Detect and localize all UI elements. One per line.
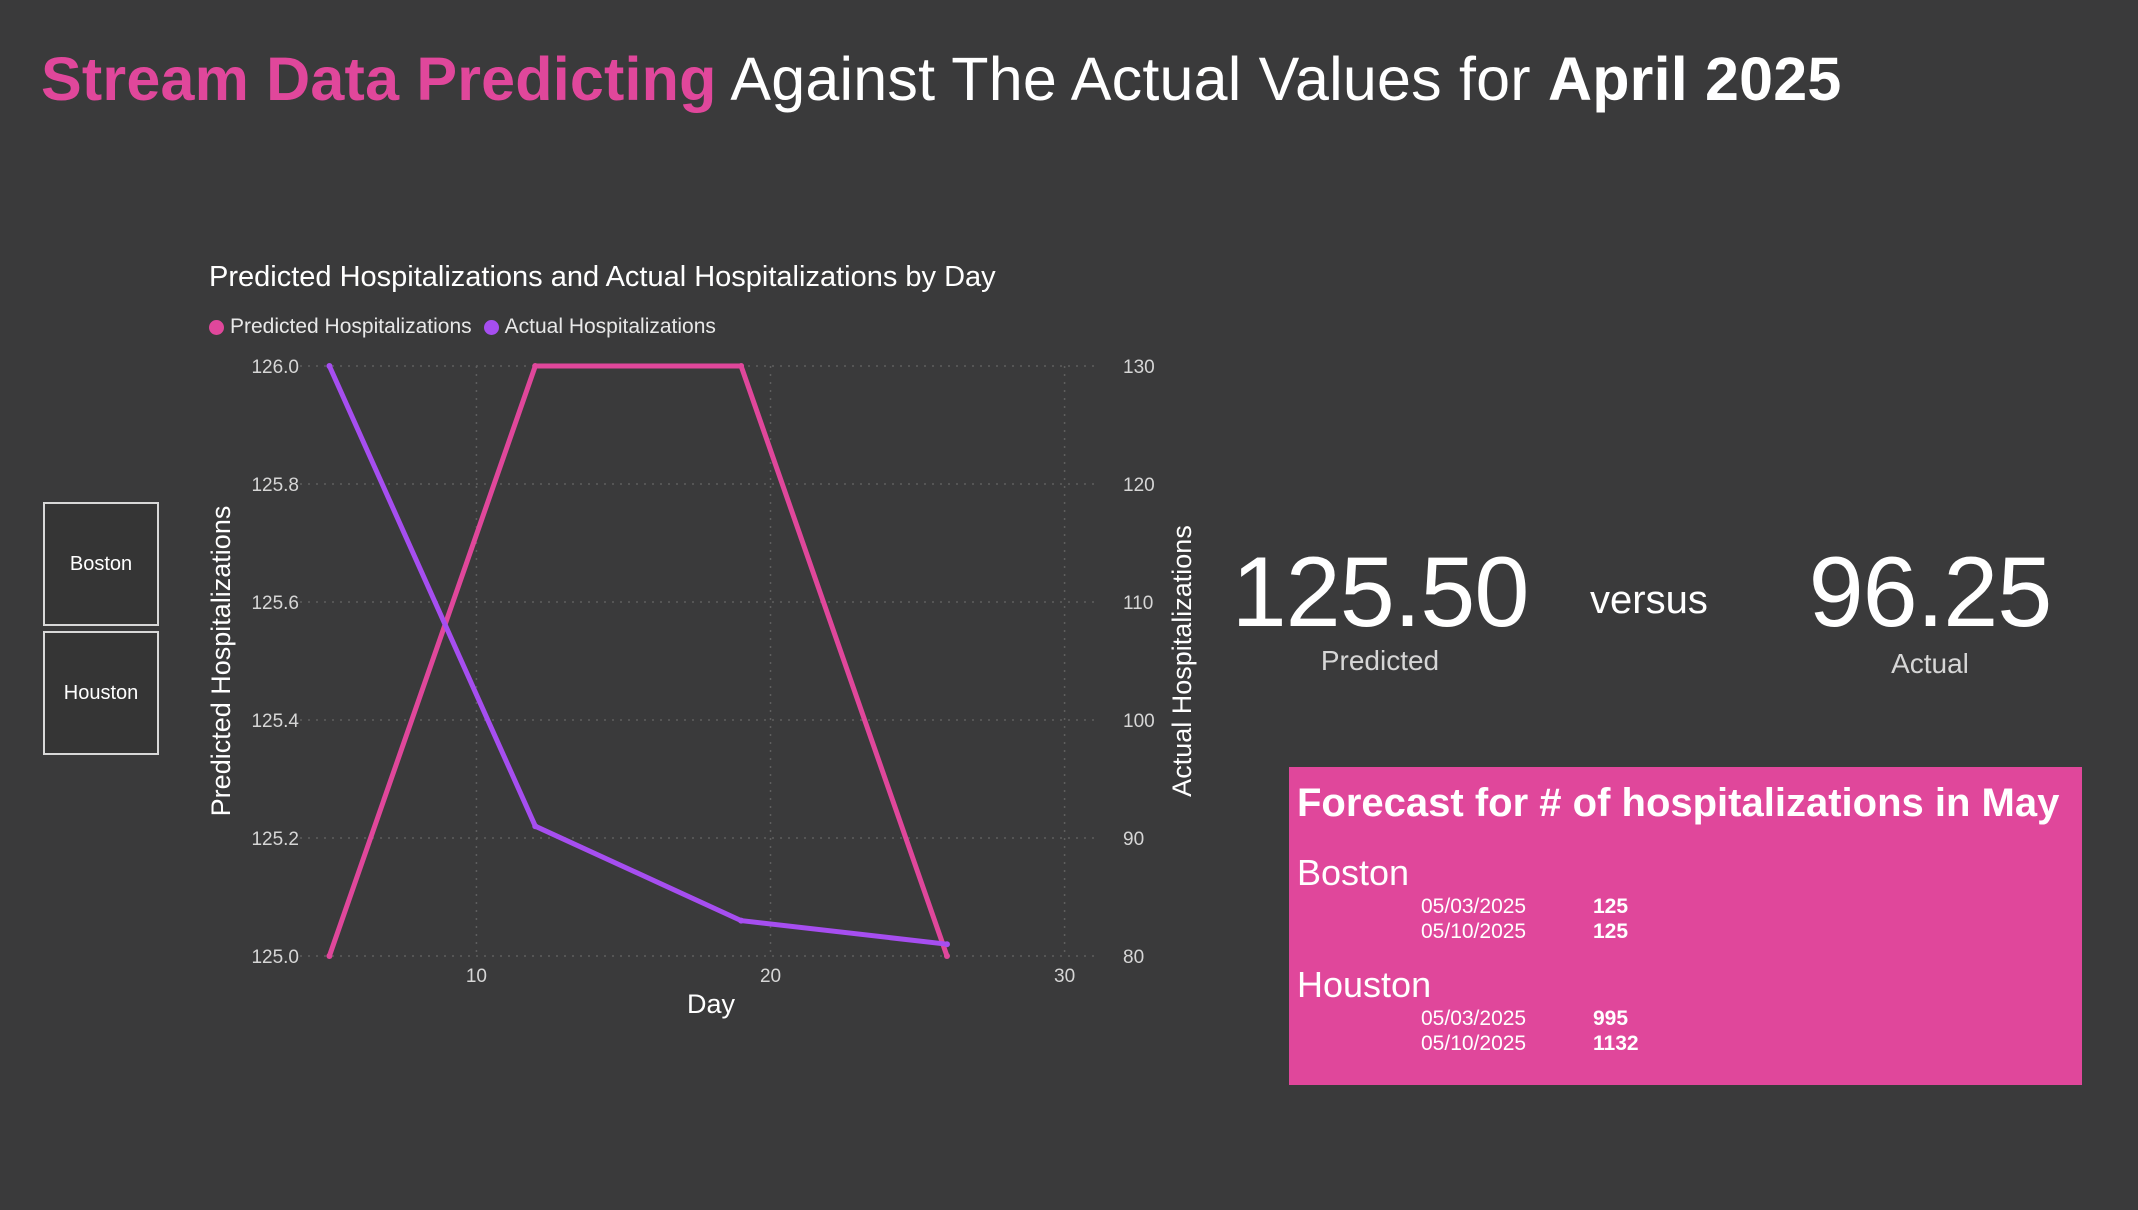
actual-data-point[interactable] <box>943 941 950 948</box>
legend-label-actual: Actual Hospitalizations <box>504 315 716 338</box>
chart-title: Predicted Hospitalizations and Actual Ho… <box>209 261 996 293</box>
legend-item-actual[interactable]: Actual Hospitalizations <box>483 315 716 339</box>
x-tick-label: 20 <box>760 966 781 987</box>
forecast-value: 125 <box>1593 920 1629 943</box>
y2-tick-label: 90 <box>1123 829 1144 850</box>
legend-marker-predicted <box>209 319 224 335</box>
y2-tick-label: 80 <box>1123 947 1144 968</box>
page-title: Stream Data Predicting Against The Actua… <box>41 44 1842 114</box>
forecast-value: 1132 <box>1593 1032 1639 1055</box>
actual-kpi-value: 96.25 <box>1808 536 2053 647</box>
x-tick-label: 30 <box>1054 966 1075 987</box>
actual-series-line[interactable] <box>327 364 948 947</box>
predicted-data-point[interactable] <box>326 953 333 959</box>
y2-tick-label: 130 <box>1123 357 1155 378</box>
versus-label: versus <box>1590 578 1708 622</box>
slicer-option-label: Houston <box>63 681 139 704</box>
y-tick-label: 125.4 <box>251 711 299 732</box>
actual-data-point[interactable] <box>326 363 333 369</box>
page-title-period: April 2025 <box>1547 45 1842 113</box>
y2-tick-label: 110 <box>1123 593 1153 614</box>
y-tick-label: 125.8 <box>251 475 299 496</box>
y-axis-title: Predicted Hospitalizations <box>206 506 236 817</box>
forecast-row: 05/03/2025 995 <box>1297 1006 2074 1031</box>
predicted-kpi-value: 125.50 <box>1231 536 1530 647</box>
forecast-value: 125 <box>1593 895 1629 918</box>
forecast-row: 05/03/2025 125 <box>1297 894 2074 919</box>
predicted-data-point[interactable] <box>738 363 745 369</box>
page-title-middle: Against The Actual Values for <box>716 45 1548 113</box>
y2-tick-label: 120 <box>1123 475 1155 496</box>
slicer-option-boston[interactable]: Boston <box>43 502 159 626</box>
forecast-city-boston: Boston <box>1297 852 1410 893</box>
legend-marker-actual <box>483 319 499 335</box>
y2-axis-title: Actual Hospitalizations <box>1167 525 1197 797</box>
predicted-data-point[interactable] <box>943 953 950 959</box>
forecast-date: 05/03/2025 <box>1421 895 1527 918</box>
actual-kpi-label: Actual <box>1891 648 1969 679</box>
actual-data-point[interactable] <box>532 823 539 830</box>
x-tick-label: 10 <box>466 966 487 987</box>
x-axis-title: Day <box>687 989 736 1019</box>
predicted-data-point[interactable] <box>532 363 539 369</box>
forecast-card: Forecast for # of hospitalizations in Ma… <box>1289 767 2082 1085</box>
slicer-option-houston[interactable]: Houston <box>43 631 159 755</box>
predicted-kpi-label: Predicted <box>1320 645 1440 676</box>
forecast-row: 05/10/2025 125 <box>1297 919 2074 944</box>
legend-label-predicted: Predicted Hospitalizations <box>230 315 472 338</box>
chart-legend: Predicted Hospitalizations Actual Hospit… <box>209 315 728 339</box>
y-tick-label: 126.0 <box>251 357 299 378</box>
forecast-city-houston: Houston <box>1297 964 1432 1005</box>
forecast-title: Forecast for # of hospitalizations in Ma… <box>1297 781 2060 825</box>
slicer-option-label: Boston <box>69 552 133 575</box>
actual-data-point[interactable] <box>738 917 745 924</box>
line-chart[interactable]: 125.0 125.2 125.4 125.6 125.8 126.0 80 90 100 110… <box>0 0 1240 1060</box>
legend-item-predicted[interactable]: Predicted Hospitalizations <box>209 315 472 339</box>
forecast-value: 995 <box>1593 1007 1629 1030</box>
y2-tick-label: 100 <box>1123 711 1155 732</box>
forecast-date: 05/03/2025 <box>1421 1007 1527 1030</box>
y-tick-label: 125.2 <box>251 829 299 850</box>
y-tick-label: 125.0 <box>251 947 299 968</box>
forecast-date: 05/10/2025 <box>1421 1032 1527 1055</box>
predicted-series-line[interactable] <box>327 363 950 957</box>
forecast-row: 05/10/2025 1132 <box>1297 1031 2074 1056</box>
page-title-highlight: Stream Data Predicting <box>41 45 717 113</box>
forecast-date: 05/10/2025 <box>1421 920 1527 943</box>
y-tick-label: 125.6 <box>251 593 299 614</box>
